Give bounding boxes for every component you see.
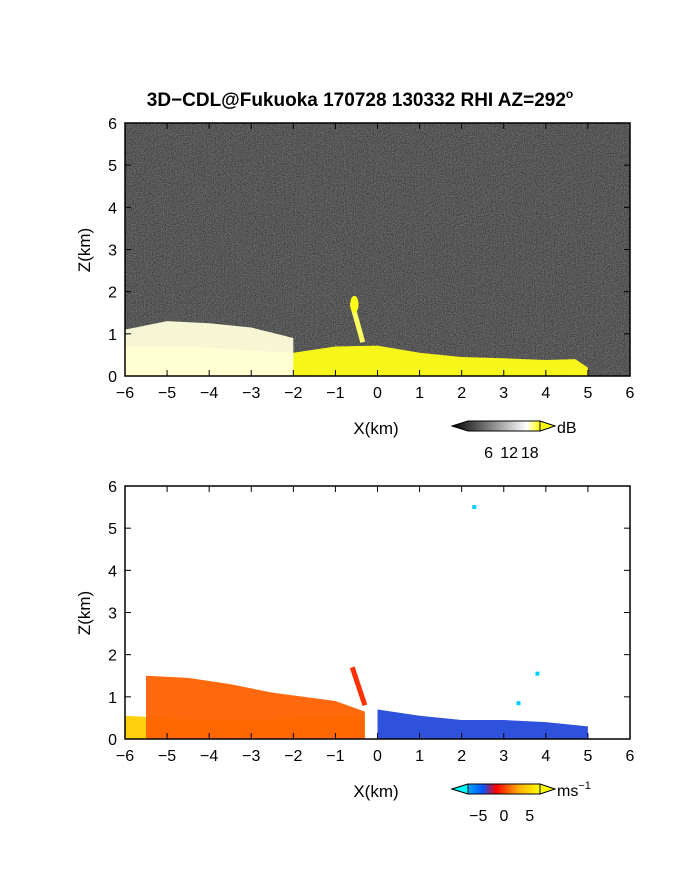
doppler-velocity-x-tick-label: −1 bbox=[326, 748, 344, 765]
doppler-velocity-x-tick-label: −4 bbox=[200, 748, 218, 765]
reflectivity-y-tick-label: 3 bbox=[108, 243, 117, 260]
velocity-y-axis-label: Z(km) bbox=[75, 591, 94, 635]
reflectivity-y-tick-label: 1 bbox=[108, 327, 117, 344]
doppler-velocity-x-tick-label: 6 bbox=[626, 748, 635, 765]
doppler-velocity-x-tick-label: 3 bbox=[499, 748, 508, 765]
doppler-velocity-x-tick-label: 4 bbox=[541, 748, 550, 765]
reflectivity-x-tick-label: 1 bbox=[415, 385, 424, 402]
doppler-velocity-y-tick-label: 1 bbox=[108, 690, 117, 707]
reflectivity-x-tick-label: 4 bbox=[541, 385, 550, 402]
doppler-velocity-y-tick-label: 6 bbox=[108, 479, 117, 496]
doppler-velocity-y-tick-label: 5 bbox=[108, 521, 117, 538]
reflectivity-y-tick-label: 4 bbox=[108, 200, 117, 217]
reflectivity-x-tick-label: 5 bbox=[583, 385, 592, 402]
reflectivity-x-tick-label: −5 bbox=[158, 385, 176, 402]
reflectivity-echo-band-1 bbox=[125, 321, 294, 376]
velocity-colorbar-unit: ms−1 bbox=[557, 780, 591, 800]
reflectivity-x-tick-label: −2 bbox=[284, 385, 302, 402]
doppler-velocity-x-tick-label: 5 bbox=[583, 748, 592, 765]
reflectivity-x-tick-label: −1 bbox=[326, 385, 344, 402]
reflectivity-echo-blob-3 bbox=[350, 295, 359, 313]
reflectivity-colorbar-ramp bbox=[450, 420, 541, 432]
reflectivity-colorbar: dB 6 12 18 bbox=[450, 420, 577, 462]
velocity-colorbar-max-arrow bbox=[539, 783, 557, 795]
reflectivity-y-tick-label: 6 bbox=[108, 116, 117, 133]
doppler-velocity-colorbar-tick-label: 5 bbox=[525, 808, 534, 825]
velocity-colorbar-min-arrow bbox=[450, 783, 469, 795]
reflectivity-colorbar-unit: dB bbox=[557, 420, 577, 437]
reflectivity-y-tick-label: 0 bbox=[108, 369, 117, 386]
reflectivity-x-tick-label: −4 bbox=[200, 385, 218, 402]
doppler-velocity-colorbar-tick-label: −5 bbox=[469, 808, 487, 825]
doppler-velocity-echo-band-2 bbox=[377, 709, 588, 739]
doppler-velocity-colorbar-tick-label: 0 bbox=[500, 808, 509, 825]
reflectivity-colorbar-tick-label: 12 bbox=[500, 445, 518, 462]
velocity-x-axis-label: X(km) bbox=[353, 782, 398, 801]
reflectivity-x-tick-label: 2 bbox=[457, 385, 466, 402]
main-title: 3D−CDL@Fukuoka 170728 130332 RHI AZ=292o bbox=[147, 87, 574, 111]
doppler-velocity-x-tick-label: 2 bbox=[457, 748, 466, 765]
reflectivity-colorbar-tick-label: 18 bbox=[521, 445, 539, 462]
reflectivity-x-tick-label: −6 bbox=[116, 385, 134, 402]
doppler-velocity-y-tick-label: 4 bbox=[108, 563, 117, 580]
reflectivity-y-axis-label: Z(km) bbox=[75, 228, 94, 272]
velocity-panel: −6 −5 −4 −3 −2 −1 0 1 2 3 4 5 6 0 1 2 3 4 5 6 X(km) Z(km) m… bbox=[75, 479, 635, 825]
reflectivity-x-tick-label: 3 bbox=[499, 385, 508, 402]
reflectivity-colorbar-tick-label: 6 bbox=[484, 445, 493, 462]
reflectivity-x-axis-label: X(km) bbox=[353, 419, 398, 438]
doppler-velocity-y-tick-label: 2 bbox=[108, 648, 117, 665]
doppler-velocity-echo-point-0 bbox=[472, 505, 477, 510]
doppler-velocity-x-tick-label: −2 bbox=[284, 748, 302, 765]
doppler-velocity-echo-plume-3 bbox=[349, 666, 368, 707]
reflectivity-y-tick-label: 5 bbox=[108, 158, 117, 175]
reflectivity-x-tick-label: 0 bbox=[373, 385, 382, 402]
doppler-velocity-y-tick-label: 3 bbox=[108, 606, 117, 623]
velocity-colorbar: ms−1 −5 0 5 bbox=[450, 780, 591, 825]
doppler-velocity-y-tick-label: 0 bbox=[108, 732, 117, 749]
doppler-velocity-x-tick-label: −6 bbox=[116, 748, 134, 765]
doppler-velocity-x-tick-label: 0 bbox=[373, 748, 382, 765]
doppler-velocity-echo-point-2 bbox=[516, 701, 521, 706]
doppler-velocity-echo-point-1 bbox=[535, 671, 540, 676]
reflectivity-x-tick-label: −3 bbox=[242, 385, 260, 402]
reflectivity-y-tick-label: 2 bbox=[108, 285, 117, 302]
doppler-velocity-echo-band-1 bbox=[146, 675, 365, 739]
doppler-velocity-x-tick-label: 1 bbox=[415, 748, 424, 765]
doppler-velocity-x-tick-label: −3 bbox=[242, 748, 260, 765]
doppler-velocity-x-tick-label: −5 bbox=[158, 748, 176, 765]
reflectivity-colorbar-max-arrow bbox=[539, 420, 557, 432]
reflectivity-x-tick-label: 6 bbox=[626, 385, 635, 402]
